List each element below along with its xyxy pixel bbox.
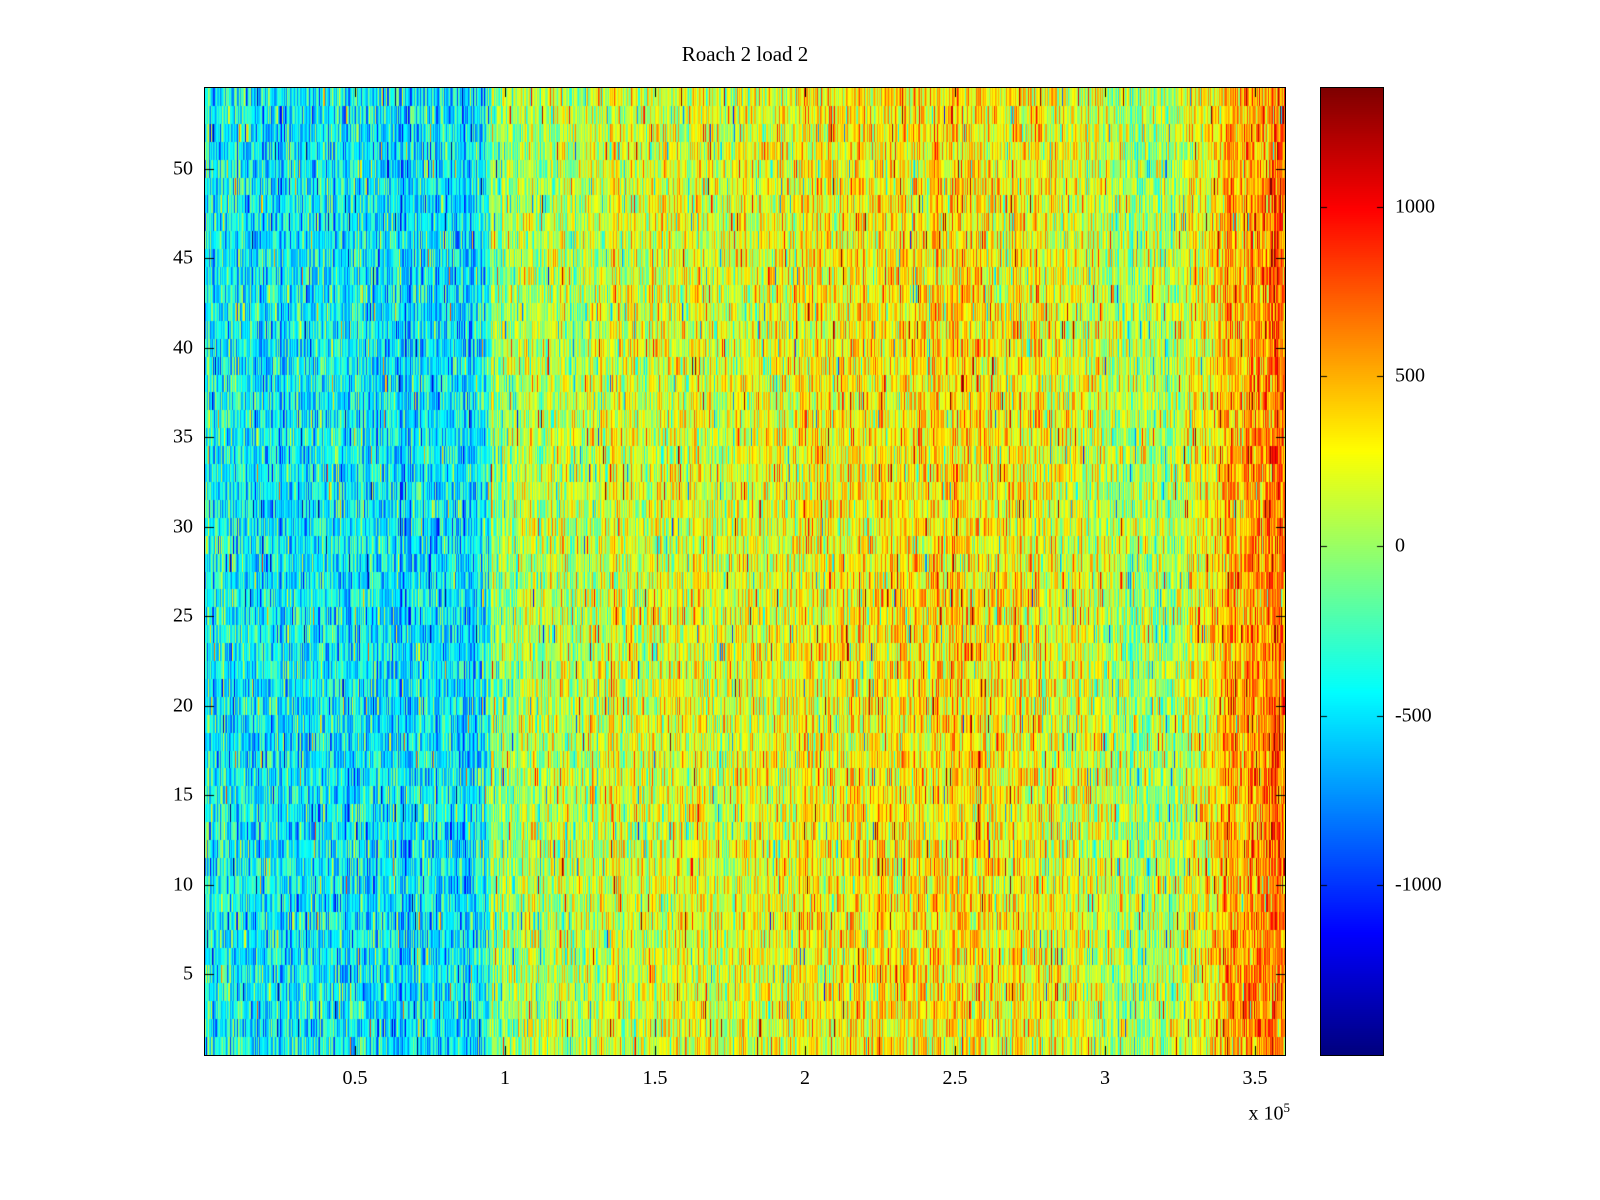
y-tick-label: 30	[173, 515, 193, 538]
x-tick-label: 0.5	[342, 1067, 368, 1089]
colorbar-tick-label: -1000	[1395, 873, 1442, 896]
colorbar-canvas	[1320, 87, 1384, 1056]
y-tick-label: 40	[173, 336, 193, 359]
x-tick-label: 1.5	[642, 1067, 668, 1089]
y-tick-label: 20	[173, 694, 193, 717]
x-tick-label: 3.5	[1242, 1067, 1268, 1089]
x-tick-label: 2.5	[942, 1067, 968, 1089]
y-tick-label: 15	[173, 783, 193, 806]
colorbar-tick-label: -500	[1395, 704, 1432, 727]
chart-title: Roach 2 load 2	[681, 42, 809, 66]
x-exponent-prefix: x 10	[1248, 1102, 1284, 1125]
y-tick-label: 50	[173, 157, 193, 180]
x-axis-exponent-label: x 105	[1185, 1100, 1291, 1126]
x-exponent-value: 5	[1283, 1100, 1291, 1115]
y-tick-label: 45	[173, 246, 193, 269]
x-tick-label: 2	[800, 1067, 810, 1089]
y-tick-label: 35	[173, 425, 193, 448]
y-tick-label: 10	[173, 873, 193, 896]
heatmap-canvas	[204, 87, 1286, 1056]
colorbar-tick-label: 500	[1395, 364, 1425, 387]
y-tick-label: 5	[183, 962, 193, 985]
x-tick-label: 3	[1100, 1067, 1110, 1089]
colorbar-tick-label: 0	[1395, 534, 1405, 557]
y-tick-label: 25	[173, 604, 193, 627]
colorbar-tick-label: 1000	[1395, 195, 1435, 218]
x-tick-label: 1	[500, 1067, 510, 1089]
